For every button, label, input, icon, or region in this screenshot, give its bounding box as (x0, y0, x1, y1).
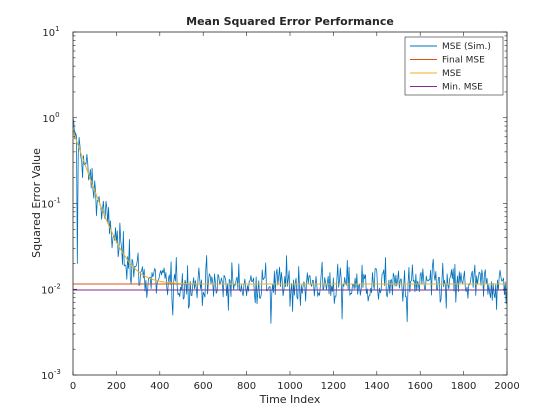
y-tick-label-exponent: 0 (55, 111, 59, 119)
x-axis-label: Time Index (259, 393, 321, 406)
legend: MSE (Sim.) Final MSE MSE Min. MSE (404, 36, 504, 96)
y-tick-label-exponent: -1 (54, 197, 61, 205)
x-tick-label: 1600 (407, 381, 432, 392)
series-line-3 (73, 130, 507, 285)
y-tick-label: 10-3 (41, 368, 61, 382)
legend-box (404, 36, 504, 96)
y-tick-label-base: 10 (42, 114, 55, 125)
x-tick-label: 0 (70, 381, 76, 392)
y-tick-label-base: 10 (41, 371, 54, 382)
y-tick-label-base: 10 (41, 200, 54, 211)
legend-entry-2: Final MSE (442, 56, 485, 66)
x-tick-label: 1400 (364, 381, 389, 392)
y-axis-label: Squared Error Value (30, 148, 43, 258)
y-tick-label-base: 10 (41, 285, 54, 296)
x-tick-label: 400 (150, 381, 169, 392)
axis-ticks: 0 200 400 600 800 1000 1200 1400 1600 1800 200010-… (41, 25, 520, 392)
legend-entry-1: MSE (Sim.) (442, 42, 491, 52)
legend-entry-3: MSE (442, 69, 461, 79)
chart-title: Mean Squared Error Performance (186, 15, 394, 28)
x-tick-label: 200 (107, 381, 126, 392)
x-tick-label: 1200 (321, 381, 346, 392)
y-tick-label: 10-2 (41, 282, 61, 296)
plot-frame (72, 31, 508, 376)
y-tick-label-exponent: 1 (55, 25, 59, 33)
y-tick-label-base: 10 (42, 28, 55, 39)
y-tick-label: 100 (42, 111, 59, 125)
legend-entry-4: Min. MSE (442, 83, 483, 93)
y-tick-label-exponent: -3 (54, 368, 61, 376)
x-tick-label: 1800 (451, 381, 476, 392)
plot-series-group (73, 117, 507, 324)
series-line-1 (73, 117, 507, 324)
y-tick-label-exponent: -2 (54, 282, 61, 290)
y-tick-label: 10-1 (41, 197, 61, 211)
x-tick-label: 2000 (494, 381, 519, 392)
x-tick-label: 1000 (277, 381, 302, 392)
x-tick-label: 800 (237, 381, 256, 392)
x-tick-label: 600 (194, 381, 213, 392)
y-tick-label: 101 (42, 25, 59, 39)
